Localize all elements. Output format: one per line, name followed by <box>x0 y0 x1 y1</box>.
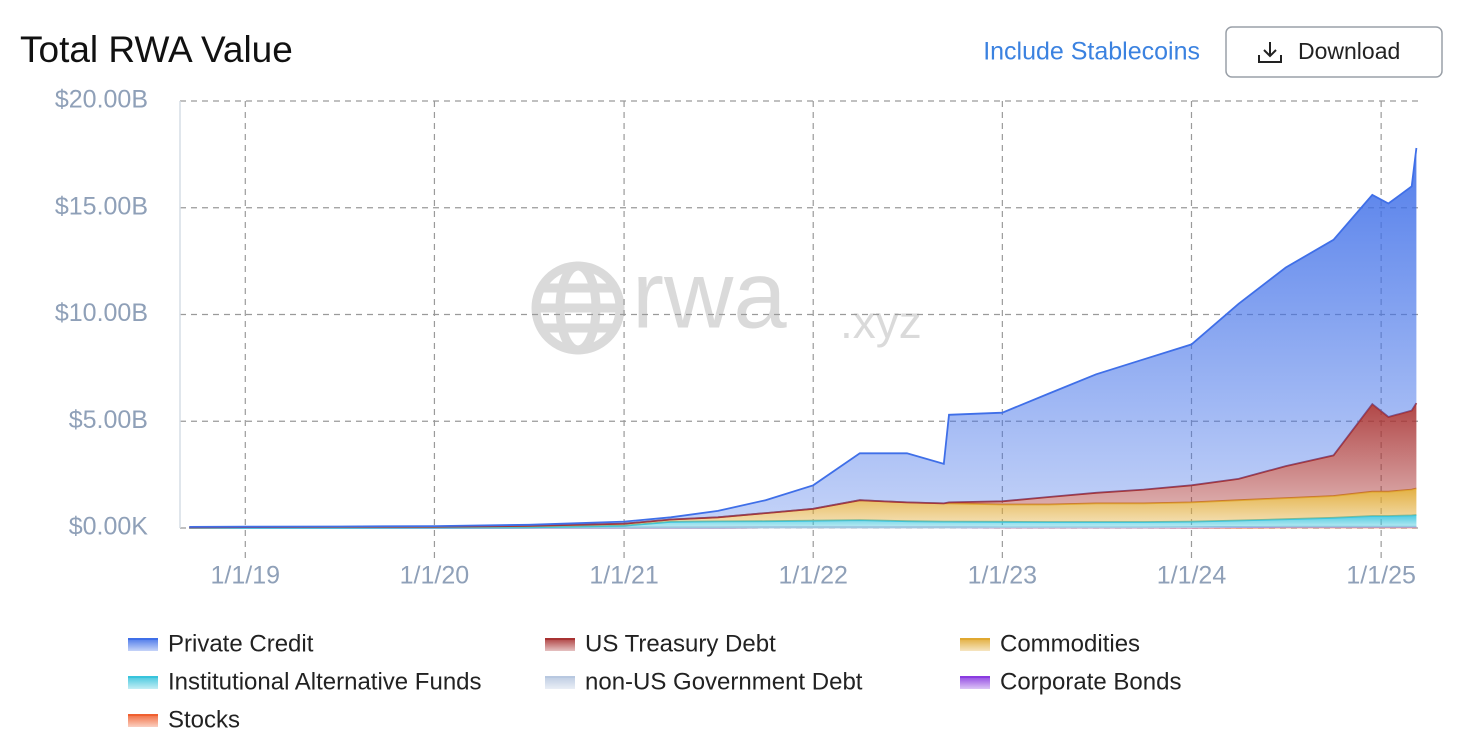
download-button[interactable]: Download <box>1225 26 1443 78</box>
area-fill <box>189 148 1417 528</box>
legend-label: Corporate Bonds <box>1000 668 1181 695</box>
legend-swatch <box>960 639 990 651</box>
y-tick-label: $10.00B <box>55 299 148 327</box>
include-stablecoins[interactable]: Include Stablecoins <box>983 38 1200 66</box>
y-tick-label: $0.00K <box>69 513 149 541</box>
legend-label: US Treasury Debt <box>585 630 776 657</box>
legend-swatch <box>128 715 158 727</box>
plot: $0.00K $5.00B $10.00B $15.00B $20.00B 1/1/19 1… <box>55 86 1420 590</box>
x-tick-label: 1/1/21 <box>589 562 659 590</box>
legend-swatch <box>128 677 158 689</box>
legend-swatch <box>545 639 575 651</box>
x-tick-label: 1/1/23 <box>968 562 1038 590</box>
x-tick-label: 1/1/24 <box>1157 562 1227 590</box>
y-tick-label: $15.00B <box>55 192 148 220</box>
area-fill <box>189 488 1417 528</box>
legend-label: Commodities <box>1000 630 1140 657</box>
watermark: rwa .xyz <box>531 241 922 355</box>
legend-label: Stocks <box>168 706 240 733</box>
x-tick-label: 1/1/19 <box>211 562 281 590</box>
button-label[interactable]: Download <box>1298 38 1400 64</box>
globe-icon <box>531 261 625 355</box>
x-tick-label: 1/1/20 <box>400 562 470 590</box>
button-frame[interactable] <box>1225 26 1443 78</box>
area-fill <box>189 403 1417 528</box>
legend-swatch <box>545 677 575 689</box>
x-tick-label: 1/1/25 <box>1346 562 1416 590</box>
legend: Private Credit US Treasury Debt Commoditie… <box>128 630 1181 733</box>
legend-swatch <box>960 677 990 689</box>
legend-swatch <box>128 639 158 651</box>
legend-label: non-US Government Debt <box>585 668 863 695</box>
watermark-main: rwa <box>632 241 787 348</box>
chart-title: Total RWA Value <box>20 29 293 70</box>
y-tick-label: $20.00B <box>55 86 148 114</box>
download-icon <box>1258 42 1282 63</box>
legend-label: Institutional Alternative Funds <box>168 668 482 695</box>
series-line <box>189 147 1418 528</box>
watermark-suffix: .xyz <box>840 296 922 348</box>
y-tick-label: $5.00B <box>69 406 148 434</box>
legend-label: Private Credit <box>168 630 314 657</box>
x-tick-label: 1/1/22 <box>778 562 848 590</box>
